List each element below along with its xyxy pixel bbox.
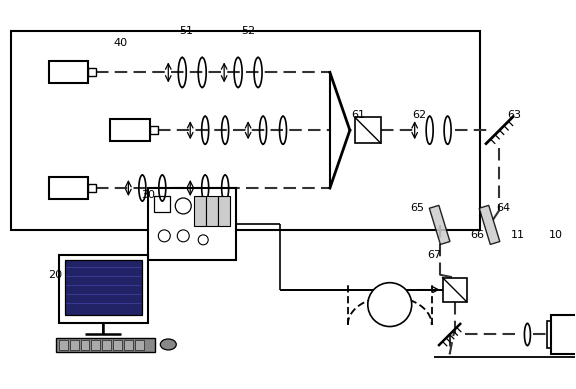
Bar (149, 188, 236, 260)
Circle shape (198, 235, 208, 245)
Text: 62: 62 (412, 110, 427, 120)
Bar (59, 255, 149, 322)
Bar (103, 340, 111, 350)
Bar (124, 340, 134, 350)
Bar (89, 184, 96, 192)
Text: 65: 65 (411, 203, 425, 213)
Text: 66: 66 (471, 230, 484, 240)
Circle shape (368, 283, 412, 326)
Bar (59, 340, 67, 350)
Text: 64: 64 (497, 203, 510, 213)
Bar (65, 260, 142, 315)
Text: 11: 11 (510, 230, 524, 240)
Text: 52: 52 (241, 26, 255, 35)
Polygon shape (429, 205, 450, 244)
Bar (355, 117, 381, 143)
Circle shape (177, 230, 190, 242)
Bar (55, 338, 156, 352)
Bar (89, 68, 96, 76)
Circle shape (175, 198, 191, 214)
Text: 20: 20 (48, 270, 63, 280)
Bar (135, 340, 145, 350)
Text: 61: 61 (351, 110, 365, 120)
Bar (218, 196, 230, 226)
Bar (111, 119, 150, 141)
Bar (48, 61, 89, 83)
Bar (81, 340, 89, 350)
Bar (92, 340, 100, 350)
Text: 40: 40 (113, 38, 127, 47)
Text: 10: 10 (548, 230, 562, 240)
Bar (11, 31, 480, 230)
Text: 63: 63 (507, 110, 521, 120)
Text: 30: 30 (141, 190, 156, 200)
Ellipse shape (160, 339, 176, 350)
Bar (206, 196, 218, 226)
Text: 51: 51 (179, 26, 193, 35)
Polygon shape (479, 205, 500, 244)
Bar (150, 126, 158, 134)
Bar (48, 177, 89, 199)
Bar (70, 340, 78, 350)
Bar (442, 278, 467, 301)
Bar (113, 340, 123, 350)
Bar (194, 196, 206, 226)
Circle shape (158, 230, 170, 242)
Bar (551, 315, 576, 354)
Bar (154, 196, 170, 212)
Text: 67: 67 (427, 250, 442, 260)
Bar (547, 321, 565, 349)
